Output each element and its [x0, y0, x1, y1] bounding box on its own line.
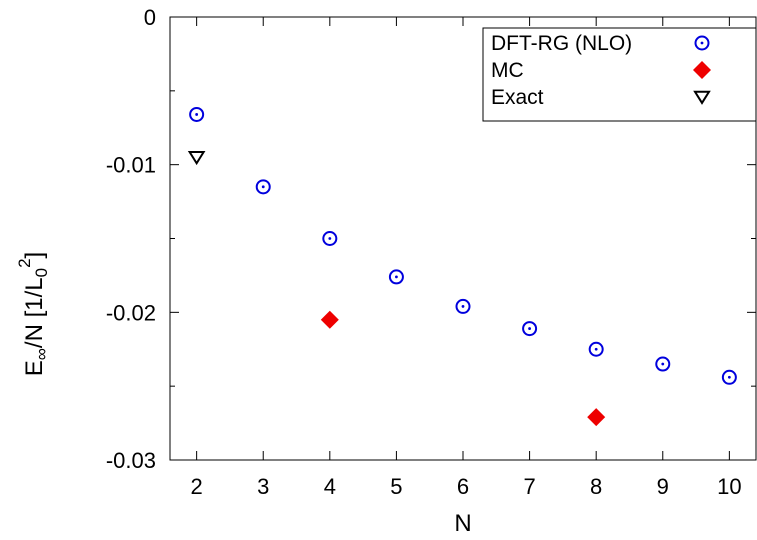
y-tick-label: -0.03	[106, 448, 156, 473]
point-dft-rg-nlo	[388, 269, 404, 285]
tick-labels: 2 3 4 5 6 7 8 9 10 0 -0.01 -0.02 -0.03	[106, 5, 742, 499]
point-dft-rg-nlo	[189, 106, 205, 122]
point-dft-rg-nlo-ring	[322, 231, 338, 246]
point-dft-rg-nlo-ring	[189, 106, 205, 122]
point-dft-rg-nlo	[322, 231, 338, 246]
legend-entry-marker	[693, 90, 711, 105]
legend-entry-marker-ring	[694, 35, 710, 51]
point-dft-rg-nlo-ring	[255, 179, 271, 195]
point-dft-rg-nlo-dot	[661, 362, 665, 366]
legend-entry-label: MC	[491, 59, 524, 82]
x-tick-label: 6	[457, 474, 469, 499]
legend-box	[482, 27, 757, 122]
point-dft-rg-nlo-ring	[388, 269, 404, 285]
point-dft-rg-nlo-ring	[655, 356, 671, 372]
x-tick-label: 5	[390, 474, 402, 499]
point-dft-rg-nlo-dot	[594, 347, 598, 351]
y-tick-label: -0.02	[106, 300, 156, 325]
data-marks	[187, 106, 737, 427]
y-axis-label-prefix-sub: ∞	[32, 348, 51, 360]
x-tick-label: 4	[324, 474, 336, 499]
point-dft-rg-nlo-dot	[461, 305, 465, 308]
point-dft-rg-nlo	[588, 341, 604, 357]
point-dft-rg-nlo-dot	[727, 375, 731, 379]
point-dft-rg-nlo-ring	[721, 369, 737, 385]
point-dft-rg-nlo	[522, 321, 538, 337]
series-exact	[187, 151, 206, 166]
x-tick-label: 7	[523, 474, 535, 499]
point-mc	[320, 310, 339, 329]
series-dft-rg-nlo	[189, 106, 737, 385]
legend-entry-marker-dot	[700, 41, 704, 45]
point-dft-rg-nlo-ring	[522, 321, 538, 337]
point-dft-rg-nlo-dot	[395, 275, 398, 279]
point-dft-rg-nlo-dot	[195, 113, 199, 116]
y-axis-label-middle: /N [1/L	[21, 277, 48, 348]
x-tick-label: 3	[257, 474, 269, 499]
x-tick-label: 2	[191, 474, 203, 499]
y-axis-label-prefix: E	[21, 360, 48, 376]
point-dft-rg-nlo	[655, 356, 671, 372]
legend-entry-marker	[693, 61, 711, 79]
point-dft-rg-nlo-dot	[261, 185, 265, 189]
x-tick-label: 9	[657, 474, 669, 499]
point-dft-rg-nlo-ring	[455, 298, 471, 314]
point-dft-rg-nlo-dot	[528, 327, 531, 330]
legend-entry-label: Exact	[491, 86, 544, 109]
y-tick-label: -0.01	[106, 153, 156, 178]
legend: DFT-RG (NLO) MC Exact	[482, 27, 757, 122]
y-tick-label: 0	[144, 5, 156, 30]
y-axis-label-unit-sub: 0	[32, 268, 51, 277]
axis-ticks	[170, 16, 756, 461]
x-tick-label: 8	[590, 474, 602, 499]
legend-entry-marker	[694, 35, 710, 51]
x-axis-label: N	[454, 510, 471, 537]
point-dft-rg-nlo	[455, 298, 471, 314]
y-axis-label-unit-sup: 2	[15, 258, 34, 267]
y-axis-label: E∞/N [1/L02]	[15, 252, 51, 376]
point-dft-rg-nlo-dot	[328, 237, 332, 240]
point-dft-rg-nlo	[721, 369, 737, 385]
point-dft-rg-nlo	[255, 179, 271, 195]
point-mc	[587, 408, 606, 427]
point-dft-rg-nlo-ring	[588, 341, 604, 357]
point-exact	[187, 151, 206, 166]
x-tick-label: 10	[717, 474, 741, 499]
legend-entry-label: DFT-RG (NLO)	[491, 32, 632, 55]
y-axis-label-suffix: ]	[21, 252, 48, 259]
series-mc	[320, 310, 606, 427]
